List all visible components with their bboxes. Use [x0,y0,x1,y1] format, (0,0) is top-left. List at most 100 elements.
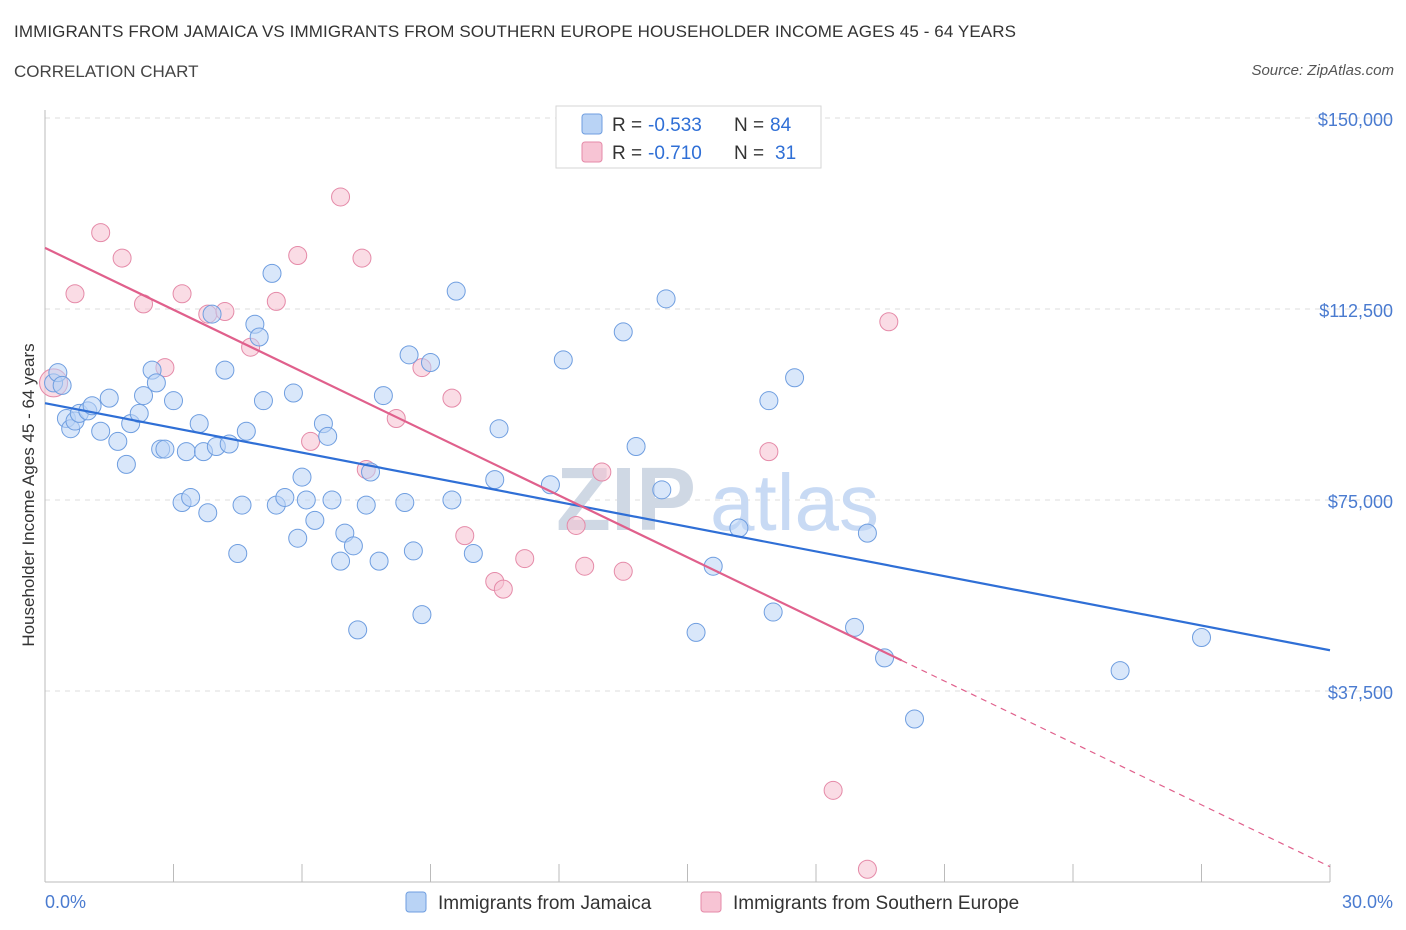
grid-lines [45,117,1392,692]
point-jamaica-80 [905,709,925,729]
point-jamaica-9 [91,421,111,441]
point-jamaica-35 [249,327,269,347]
point-southern-europe-14 [352,248,372,268]
point-jamaica-12 [116,454,136,474]
point-jamaica-63 [463,543,483,563]
legend-r-value-southern-europe: -0.710 [648,143,702,164]
point-southern-europe-24 [575,556,595,576]
point-jamaica-10 [99,388,119,408]
legend-n-value-jamaica: 84 [770,115,792,136]
point-jamaica-39 [275,487,295,507]
point-jamaica-60 [421,352,440,372]
point-jamaica-56 [395,493,415,513]
point-jamaica-75 [759,391,779,411]
point-jamaica-19 [155,439,175,459]
legend-n-label-southern-europe: N = [734,143,764,164]
point-southern-europe-13 [331,187,351,207]
point-jamaica-67 [553,350,573,370]
point-jamaica-76 [763,602,783,622]
point-jamaica-73 [686,622,706,642]
point-jamaica-32 [232,495,252,515]
point-southern-europe-1 [65,284,85,304]
legend-r-value-jamaica: -0.533 [648,115,702,136]
point-jamaica-42 [292,467,312,487]
y-tick-label-0: $37,500 [1328,683,1393,703]
y-tick-label-1: $75,000 [1328,492,1393,512]
x-tick-label-0: 0.0% [45,892,86,912]
point-jamaica-8 [82,396,102,416]
legend-r-label-southern-europe: R = [612,143,642,164]
point-jamaica-24 [189,414,209,434]
trend-line-jamaica [44,402,1331,652]
point-southern-europe-23 [566,515,586,535]
point-jamaica-20 [164,391,183,411]
bottom-legend: Immigrants from Jamaica Immigrants from … [405,891,1019,914]
point-jamaica-62 [446,281,466,301]
x-tick-label-1: 30.0% [1342,892,1393,912]
point-southern-europe-25 [592,462,612,482]
point-jamaica-54 [369,551,389,571]
trend-line-southern-europe [44,246,903,662]
bottom-legend-label-jamaica: Immigrants from Jamaica [438,893,652,914]
point-jamaica-78 [857,523,877,543]
point-southern-europe-27 [759,442,779,462]
point-southern-europe-12 [301,431,321,451]
point-jamaica-68 [613,322,633,342]
point-jamaica-70 [652,480,672,500]
point-jamaica-22 [176,442,196,462]
legend-swatch-southern-europe [581,141,603,163]
point-southern-europe-22 [515,549,535,569]
point-jamaica-52 [356,495,376,515]
point-jamaica-2 [52,375,72,395]
point-jamaica-57 [399,345,419,365]
point-southern-europe-19 [455,526,475,546]
point-jamaica-37 [262,263,282,283]
legend-swatch-jamaica [581,113,603,135]
point-jamaica-65 [489,419,509,439]
legend-r-label-jamaica: R = [612,115,642,136]
legend-n-label-jamaica: N = [734,115,764,136]
point-jamaica-15 [134,386,154,406]
point-jamaica-71 [656,289,676,309]
point-jamaica-48 [331,551,351,571]
point-southern-europe-11 [288,246,308,266]
point-southern-europe-29 [879,312,899,332]
point-southern-europe-21 [493,579,513,599]
chart-subtitle: CORRELATION CHART [14,62,199,81]
bottom-legend-label-southern-europe: Immigrants from Southern Europe [733,893,1019,914]
point-jamaica-69 [626,437,646,457]
point-southern-europe-3 [112,248,132,268]
point-jamaica-77 [845,617,865,637]
point-jamaica-44 [305,510,325,530]
bottom-legend-swatch-jamaica [405,891,427,913]
y-axis-label: Householder Income Ages 45 - 64 years [19,343,38,646]
legend-n-value-southern-europe: 31 [775,143,796,164]
point-jamaica-41 [288,528,308,548]
point-southern-europe-16 [386,409,406,429]
point-jamaica-47 [322,490,342,510]
point-southern-europe-30 [857,859,877,879]
point-jamaica-82 [1192,628,1211,648]
point-southern-europe-18 [442,388,462,408]
point-southern-europe-26 [613,561,633,581]
point-jamaica-64 [485,470,505,490]
point-jamaica-26 [198,503,218,523]
point-jamaica-27 [202,304,222,324]
point-southern-europe-28 [823,780,843,800]
point-jamaica-81 [1110,661,1130,681]
point-jamaica-46 [318,426,338,446]
point-southern-europe-10 [266,291,286,311]
y-tick-label-3: $150,000 [1318,110,1393,130]
point-jamaica-43 [296,490,316,510]
point-jamaica-59 [412,605,432,625]
point-jamaica-33 [236,421,256,441]
point-jamaica-40 [283,383,303,403]
point-jamaica-11 [108,431,128,451]
point-jamaica-55 [373,386,393,406]
point-jamaica-17 [146,373,166,393]
trend-lines [44,246,1331,868]
chart-title: IMMIGRANTS FROM JAMAICA VS IMMIGRANTS FR… [14,22,1017,41]
point-jamaica-58 [403,541,423,561]
point-jamaica-31 [228,543,248,563]
